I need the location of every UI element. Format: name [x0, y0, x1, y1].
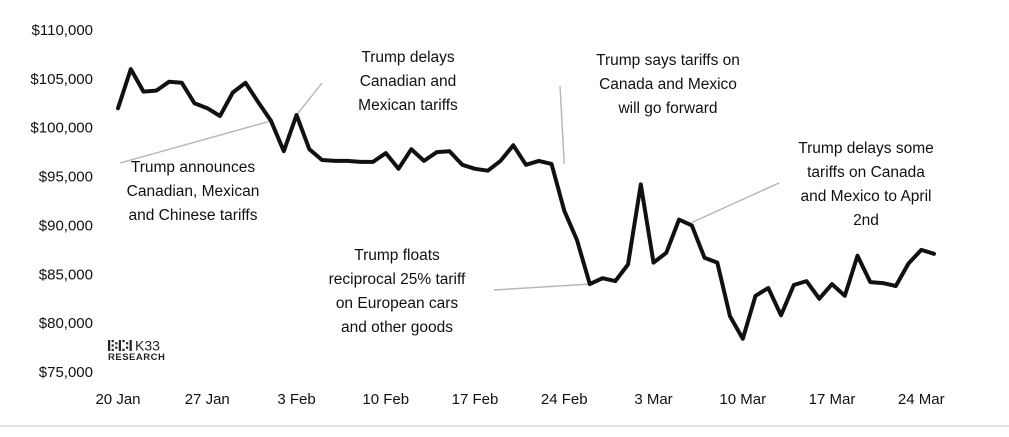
annotation-text: Canada and Mexico: [599, 76, 737, 93]
y-tick-label: $80,000: [39, 315, 93, 332]
k33-logo-mark: [108, 340, 132, 351]
annotation-text: and other goods: [341, 319, 453, 336]
y-tick-label: $75,000: [39, 364, 93, 381]
x-tick-label: 3 Mar: [634, 391, 672, 408]
k33-research-logo: K33 RESEARCH: [108, 338, 165, 363]
annotation-leader: [295, 82, 323, 116]
x-tick-label: 3 Feb: [277, 391, 315, 408]
y-tick-label: $85,000: [39, 266, 93, 283]
annotation-text: Trump delays some: [798, 140, 934, 157]
annotation-text: Trump says tariffs on: [596, 52, 740, 69]
annotations: Trump announces Canadian, Mexican and Chin…: [127, 49, 934, 336]
logo-sub: RESEARCH: [108, 352, 165, 363]
annotation-text: will go forward: [617, 100, 717, 117]
x-tick-label: 24 Mar: [898, 391, 945, 408]
x-tick-label: 20 Jan: [95, 391, 140, 408]
y-tick-label: $95,000: [39, 169, 93, 186]
annotation-text: on European cars: [336, 295, 459, 312]
annotation-leader: [691, 182, 780, 224]
series-layer: [116, 67, 936, 341]
annotation-leader: [559, 85, 565, 164]
annotation-text: Trump floats: [354, 247, 440, 264]
x-tick-label: 17 Mar: [809, 391, 856, 408]
annotation-text: Trump announces: [131, 159, 256, 176]
annotation-leaders: [119, 82, 780, 291]
y-tick-label: $90,000: [39, 217, 93, 234]
y-tick-label: $110,000: [32, 22, 93, 39]
annotation-text: and Mexico to April: [801, 188, 932, 205]
x-tick-label: 27 Jan: [185, 391, 230, 408]
annotation-leader: [493, 283, 590, 291]
annotation-text: Trump delays: [361, 49, 455, 66]
annotation-text: Mexican tariffs: [358, 97, 458, 114]
annotation-text: 2nd: [853, 212, 879, 229]
annotation-text: and Chinese tariffs: [129, 207, 258, 224]
x-tick-label: 10 Feb: [362, 391, 409, 408]
x-tick-label: 17 Feb: [452, 391, 499, 408]
annotation-text: Canadian, Mexican: [127, 183, 260, 200]
annotation-text: Canadian and: [360, 73, 457, 90]
annotation-text: tariffs on Canada: [807, 164, 925, 181]
y-tick-label: $100,000: [30, 120, 93, 137]
annotation-leader: [119, 120, 272, 164]
y-axis: $75,000 $80,000 $85,000 $90,000 $95,000 $100,…: [30, 22, 93, 381]
btc-price-line: [116, 67, 936, 341]
x-tick-label: 10 Mar: [719, 391, 766, 408]
x-axis: 20 Jan 27 Jan 3 Feb 10 Feb 17 Feb 24 Feb 3 Mar…: [0, 391, 1009, 427]
x-tick-label: 24 Feb: [541, 391, 588, 408]
y-tick-label: $105,000: [30, 71, 93, 88]
annotation-text: reciprocal 25% tariff: [329, 271, 466, 288]
logo-name: K33: [135, 338, 160, 354]
